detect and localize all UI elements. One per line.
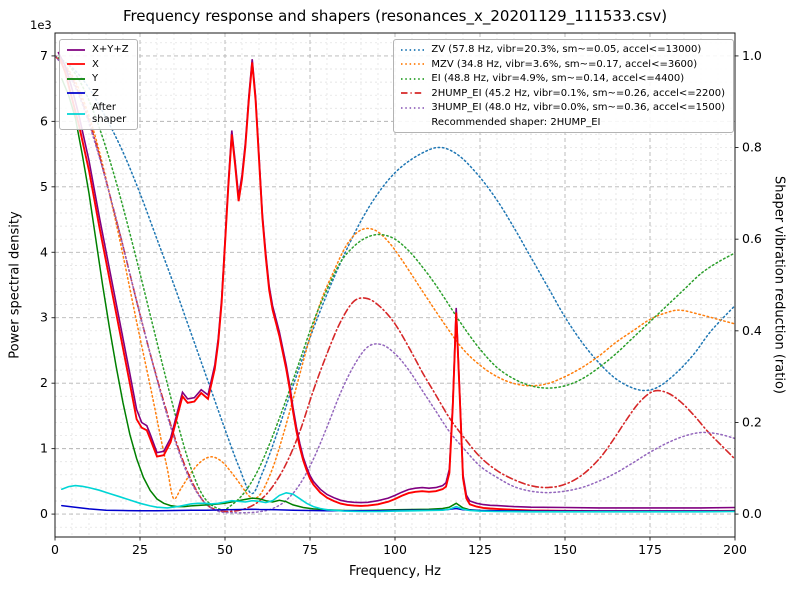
x-tick-label: 175 xyxy=(638,542,662,557)
legend-sample-line xyxy=(67,77,85,80)
legend-item-label: X+Y+Z xyxy=(92,44,129,55)
y-left-tick-label: 4 xyxy=(40,244,48,259)
y-axis-offset-text: 1e3 xyxy=(30,18,52,32)
y-right-tick-label: 0.8 xyxy=(742,140,762,155)
legend-sample-line xyxy=(401,92,425,95)
legend-item-label: Z xyxy=(92,87,99,99)
legend-item: ZV (57.8 Hz, vibr=20.3%, sm~=0.05, accel… xyxy=(400,44,725,56)
legend-sample-line xyxy=(67,92,85,95)
y-left-tick-label: 1 xyxy=(40,441,48,456)
legend-item-label: X xyxy=(92,58,99,70)
legend-item: 3HUMP_EI (48.0 Hz, vibr=0.0%, sm~=0.36, … xyxy=(400,102,725,114)
legend-item: EI (48.8 Hz, vibr=4.9%, sm~=0.14, accel<… xyxy=(400,73,725,85)
x-tick-label: 100 xyxy=(383,542,407,557)
legend-item-label: 2HUMP_EI (45.2 Hz, vibr=0.1%, sm~=0.26, … xyxy=(431,87,725,99)
legend-item: 2HUMP_EI (45.2 Hz, vibr=0.1%, sm~=0.26, … xyxy=(400,88,725,100)
legend-item: X xyxy=(66,59,129,71)
x-tick-label: 150 xyxy=(553,542,577,557)
legend-item-label: EI (48.8 Hz, vibr=4.9%, sm~=0.14, accel<… xyxy=(431,73,685,84)
legend-sample-line xyxy=(401,106,425,109)
legend-item: X+Y+Z xyxy=(66,44,129,56)
y-right-tick-label: 0.2 xyxy=(742,414,762,429)
series-2hump-ei xyxy=(55,55,735,513)
x-axis-label: Frequency, Hz xyxy=(348,564,442,579)
legend-sample-line xyxy=(401,48,425,51)
y-left-tick-label: 5 xyxy=(40,179,48,194)
legend-item: After shaper xyxy=(66,102,129,125)
chart-title: Frequency response and shapers (resonanc… xyxy=(122,7,668,25)
x-tick-label: 50 xyxy=(217,542,233,557)
y-left-tick-label: 0 xyxy=(40,506,48,521)
legend-psd: X+Y+Z X Y Z After shaper xyxy=(59,39,138,130)
recommended-shaper-note: Recommended shaper: 2HUMP_EI xyxy=(431,116,601,128)
legend-sample-line xyxy=(67,48,85,51)
legend-item: Y xyxy=(66,73,129,85)
legend-sample-line xyxy=(67,63,85,66)
y-right-tick-label: 0.6 xyxy=(742,231,762,246)
series-after-shaper xyxy=(61,484,735,513)
legend-item-label: ZV (57.8 Hz, vibr=20.3%, sm~=0.05, accel… xyxy=(431,44,702,55)
y-right-tick-label: 0.4 xyxy=(742,323,762,338)
series-zv xyxy=(55,55,735,495)
legend-item: Z xyxy=(66,88,129,100)
y-axis-label-left: Power spectral density xyxy=(7,211,23,359)
x-tick-label: 25 xyxy=(132,542,148,557)
legend-sample-line xyxy=(67,112,85,115)
series-mzv xyxy=(55,55,735,500)
legend-sample-spacer xyxy=(400,122,425,123)
recommended-shaper-row: Recommended shaper: 2HUMP_EI xyxy=(400,117,725,129)
legend-sample-line xyxy=(401,63,425,66)
series-3hump-ei xyxy=(55,55,735,514)
legend-item-label: After shaper xyxy=(92,102,127,125)
legend-item-label: MZV (34.8 Hz, vibr=3.6%, sm~=0.17, accel… xyxy=(431,58,698,70)
series-ei xyxy=(55,55,735,511)
legend-shapers: ZV (57.8 Hz, vibr=20.3%, sm~=0.05, accel… xyxy=(393,39,734,133)
y-left-tick-label: 7 xyxy=(40,48,48,63)
x-tick-label: 0 xyxy=(51,542,59,557)
legend-item-label: 3HUMP_EI (48.0 Hz, vibr=0.0%, sm~=0.36, … xyxy=(431,102,725,113)
y-left-tick-label: 6 xyxy=(40,113,48,128)
x-tick-label: 125 xyxy=(468,542,492,557)
y-right-tick-label: 1.0 xyxy=(742,48,762,63)
legend-item: MZV (34.8 Hz, vibr=3.6%, sm~=0.17, accel… xyxy=(400,59,725,71)
x-tick-label: 75 xyxy=(302,542,318,557)
series-x xyxy=(59,58,735,513)
x-tick-label: 200 xyxy=(723,542,747,557)
y-right-tick-label: 0.0 xyxy=(742,506,762,521)
y-axis-label-right: Shaper vibration reduction (ratio) xyxy=(771,176,787,394)
y-left-tick-label: 2 xyxy=(40,375,48,390)
legend-item-label: Y xyxy=(92,73,99,84)
legend-sample-line xyxy=(401,77,425,80)
y-left-tick-label: 3 xyxy=(40,310,48,325)
